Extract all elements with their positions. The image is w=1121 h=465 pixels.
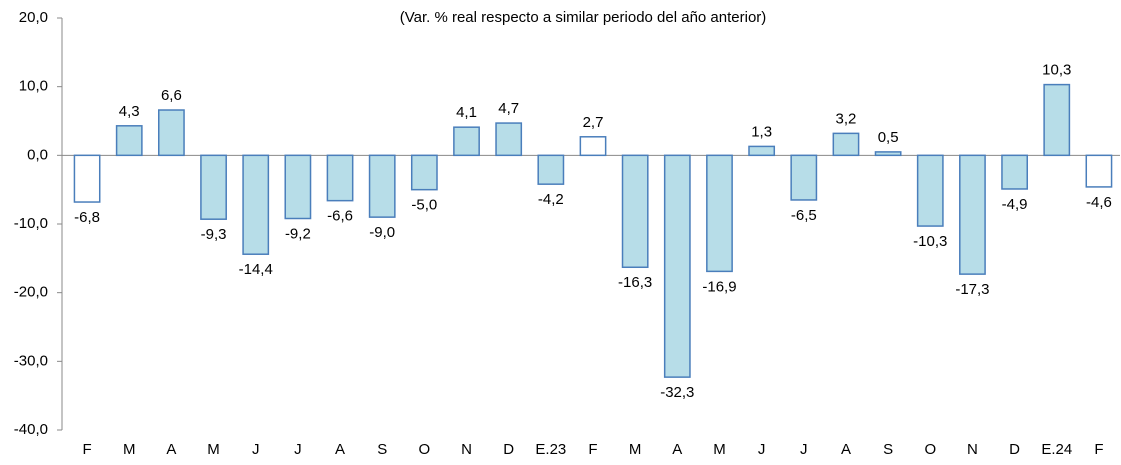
bar [115,125,143,157]
bar [73,154,101,203]
x-tick-label: J [294,441,302,458]
value-label: -4,2 [538,191,564,208]
x-tick-label: A [166,441,176,458]
bar [368,154,396,218]
value-label: -16,3 [618,274,652,291]
x-tick-label: S [377,441,387,458]
y-tick-label: 10,0 [19,78,48,95]
x-tick-label: A [335,441,345,458]
bar [537,154,565,185]
value-label: -4,9 [1002,196,1028,213]
bar [663,154,691,378]
x-tick-label: J [758,441,766,458]
x-tick-label: O [924,441,936,458]
value-label: 0,5 [878,129,899,146]
bar [495,122,523,157]
x-tick-label: J [252,441,260,458]
bar [790,154,818,201]
x-tick-label: D [503,441,514,458]
value-label: 6,6 [161,87,182,104]
value-label: -9,2 [285,225,311,242]
x-tick-label: D [1009,441,1020,458]
x-tick-label: A [841,441,851,458]
value-label: -5,0 [411,197,437,214]
value-label: -17,3 [955,281,989,298]
y-tick-label: 0,0 [27,146,48,163]
y-tick-label: -10,0 [14,215,48,232]
x-tick-label: M [713,441,726,458]
value-label: 4,3 [119,103,140,120]
y-tick-label: -20,0 [14,284,48,301]
value-label: -10,3 [913,233,947,250]
x-tick-label: E.23 [535,441,566,458]
chart-title: (Var. % real respecto a similar periodo … [400,9,767,26]
bar [1085,154,1113,188]
bar [158,109,185,157]
y-tick-label: 20,0 [19,9,48,26]
bar [1043,83,1071,157]
bar [410,154,438,191]
value-label: -32,3 [660,384,694,401]
value-label: 4,7 [498,100,519,117]
value-label: -9,0 [369,224,395,241]
value-label: -6,8 [74,209,100,226]
value-label: 10,3 [1042,62,1071,79]
x-tick-label: N [967,441,978,458]
value-label: -6,6 [327,208,353,225]
bar [1001,154,1028,190]
value-label: 1,3 [751,123,772,140]
bar [706,154,733,273]
bar [284,154,312,220]
x-tick-label: S [883,441,893,458]
x-tick-label: J [800,441,808,458]
bar [621,154,649,269]
x-tick-label: N [461,441,472,458]
y-tick-label: -30,0 [14,352,48,369]
bar [579,136,607,157]
value-label: -16,9 [702,278,736,295]
x-tick-label: F [1094,441,1103,458]
bar [874,151,902,157]
y-tick-label: -40,0 [14,421,48,438]
value-label: -9,3 [201,226,227,243]
x-tick-label: F [588,441,597,458]
x-tick-label: M [123,441,136,458]
bar [916,154,944,227]
bar [959,154,986,275]
bar [242,154,270,255]
x-tick-label: M [629,441,642,458]
bar [832,132,860,157]
x-tick-label: A [672,441,682,458]
x-tick-label: E.24 [1041,441,1072,458]
value-label: 3,2 [836,110,857,127]
value-label: 2,7 [583,114,604,131]
value-label: -4,6 [1086,194,1112,211]
value-label: -6,5 [791,207,817,224]
x-tick-label: M [207,441,220,458]
bar [748,145,776,157]
value-label: -14,4 [239,261,273,278]
bar [326,154,354,202]
x-tick-label: F [82,441,91,458]
value-label: 4,1 [456,104,477,121]
x-tick-label: O [419,441,431,458]
bar [453,126,480,157]
bar [200,154,227,220]
